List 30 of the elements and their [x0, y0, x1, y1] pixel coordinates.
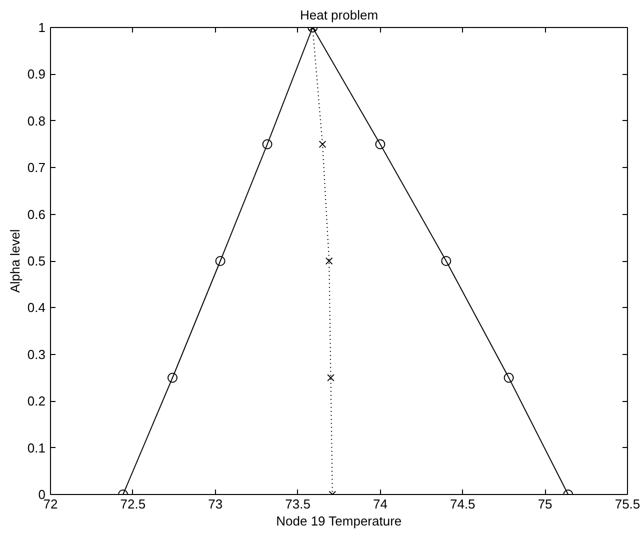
y-tick-label: 0.2 [27, 394, 46, 409]
y-tick-label: 0.5 [27, 254, 46, 268]
x-tick-label: 73.5 [285, 496, 310, 512]
y-axis-title: Alpha level [7, 229, 22, 293]
point [375, 139, 386, 150]
y-tick-label: 0.3 [27, 346, 46, 362]
y-tick-label: 0.9 [27, 66, 46, 82]
point [215, 256, 226, 266]
chart-title: Heat problem [300, 8, 378, 22]
x-tick-label: 74 [372, 496, 388, 512]
x-tick-label: 72.5 [120, 496, 146, 512]
point [262, 139, 272, 150]
point [441, 256, 452, 266]
y-tick-label: 0.8 [27, 113, 46, 128]
y-tick-label: 0.6 [27, 206, 46, 222]
x-tick-label: 75 [538, 496, 552, 512]
x-axis-title: Node 19 Temperature [276, 514, 402, 528]
x-tick-label: 75.5 [614, 496, 640, 512]
y-tick-label: 1 [38, 20, 46, 35]
point [318, 140, 326, 148]
y-tick-label: 0.1 [27, 440, 46, 456]
point [325, 257, 333, 265]
x-tick-label: 73 [208, 496, 223, 512]
y-tick-label: 0.7 [27, 160, 46, 176]
y-tick-label: 0.4 [27, 300, 46, 316]
point [327, 374, 334, 382]
point [167, 372, 178, 383]
point [504, 372, 514, 383]
x-tick-label: 74.5 [450, 496, 476, 512]
y-tick-label: 0 [38, 487, 46, 502]
